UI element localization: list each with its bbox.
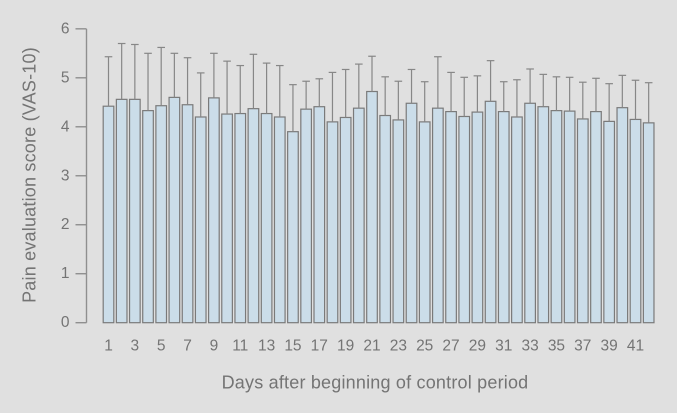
x-tick-label-27: 27 <box>442 338 459 355</box>
x-tick-label-3: 3 <box>131 338 140 355</box>
bar-day-29 <box>471 111 484 324</box>
bar-day-6 <box>168 96 181 324</box>
y-tick-label-0: 0 <box>61 314 70 331</box>
bar-day-39 <box>603 120 616 324</box>
x-tick-label-25: 25 <box>416 338 433 355</box>
bar-day-3 <box>128 98 141 324</box>
x-tick-label-9: 9 <box>210 338 219 355</box>
bar-day-10 <box>221 113 233 324</box>
bar-day-35 <box>550 110 563 324</box>
y-tick-label-5: 5 <box>61 69 70 86</box>
bar-day-12 <box>247 108 260 324</box>
y-tick-label-3: 3 <box>61 167 70 184</box>
bar-day-19 <box>339 116 352 324</box>
bar-day-31 <box>497 110 510 324</box>
bar-day-34 <box>537 106 550 324</box>
x-tick-label-33: 33 <box>521 338 538 355</box>
bar-day-8 <box>194 116 207 324</box>
bar-day-24 <box>405 102 418 324</box>
bar-day-15 <box>287 131 299 324</box>
bar-day-30 <box>484 100 497 324</box>
x-tick-label-13: 13 <box>258 338 275 355</box>
bar-day-18 <box>326 121 339 324</box>
x-tick-label-39: 39 <box>601 338 618 355</box>
bar-day-36 <box>563 110 576 324</box>
bar-day-2 <box>115 98 128 324</box>
bar-day-33 <box>524 102 536 324</box>
x-tick-label-21: 21 <box>363 338 380 355</box>
y-tick-label-1: 1 <box>61 265 70 282</box>
bar-day-20 <box>352 107 365 324</box>
y-tick-label-4: 4 <box>61 118 70 135</box>
bar-day-38 <box>590 110 602 324</box>
bar-day-13 <box>260 112 273 324</box>
bar-day-16 <box>300 108 313 324</box>
x-tick-label-15: 15 <box>284 338 301 355</box>
bar-day-11 <box>234 112 247 324</box>
x-axis-title: Days after beginning of control period <box>221 372 529 393</box>
bar-day-17 <box>313 106 326 324</box>
bar-day-42 <box>642 122 655 324</box>
x-tick-label-31: 31 <box>495 338 512 355</box>
bar-day-32 <box>511 116 523 324</box>
bar-day-41 <box>629 118 642 324</box>
x-tick-label-35: 35 <box>548 338 565 355</box>
y-tick-label-6: 6 <box>61 20 70 37</box>
x-tick-label-7: 7 <box>183 338 192 355</box>
bar-day-4 <box>142 110 154 324</box>
x-tick-label-23: 23 <box>390 338 407 355</box>
y-axis-title: Pain evaluation score (VAS-10) <box>19 47 40 303</box>
x-tick-label-29: 29 <box>469 338 486 355</box>
x-tick-label-19: 19 <box>337 338 354 355</box>
bar-day-5 <box>155 105 168 324</box>
x-tick-label-17: 17 <box>311 338 328 355</box>
bar-day-22 <box>379 114 392 324</box>
bar-day-14 <box>273 116 286 324</box>
x-tick-label-37: 37 <box>574 338 591 355</box>
bar-day-25 <box>418 121 431 324</box>
x-tick-label-5: 5 <box>157 338 166 355</box>
bar-day-7 <box>181 104 194 324</box>
bar-day-23 <box>392 119 405 324</box>
bar-day-1 <box>102 105 115 324</box>
x-tick-label-11: 11 <box>232 338 248 355</box>
bar-day-27 <box>445 110 457 324</box>
x-tick-label-1: 1 <box>104 338 113 355</box>
bar-day-40 <box>616 107 629 324</box>
bar-day-26 <box>431 107 444 324</box>
x-tick-label-41: 41 <box>627 338 644 355</box>
bar-day-37 <box>576 118 589 324</box>
bar-day-9 <box>208 97 220 324</box>
y-tick-label-2: 2 <box>61 216 70 233</box>
bar-day-21 <box>366 90 378 324</box>
bar-day-28 <box>458 115 471 324</box>
